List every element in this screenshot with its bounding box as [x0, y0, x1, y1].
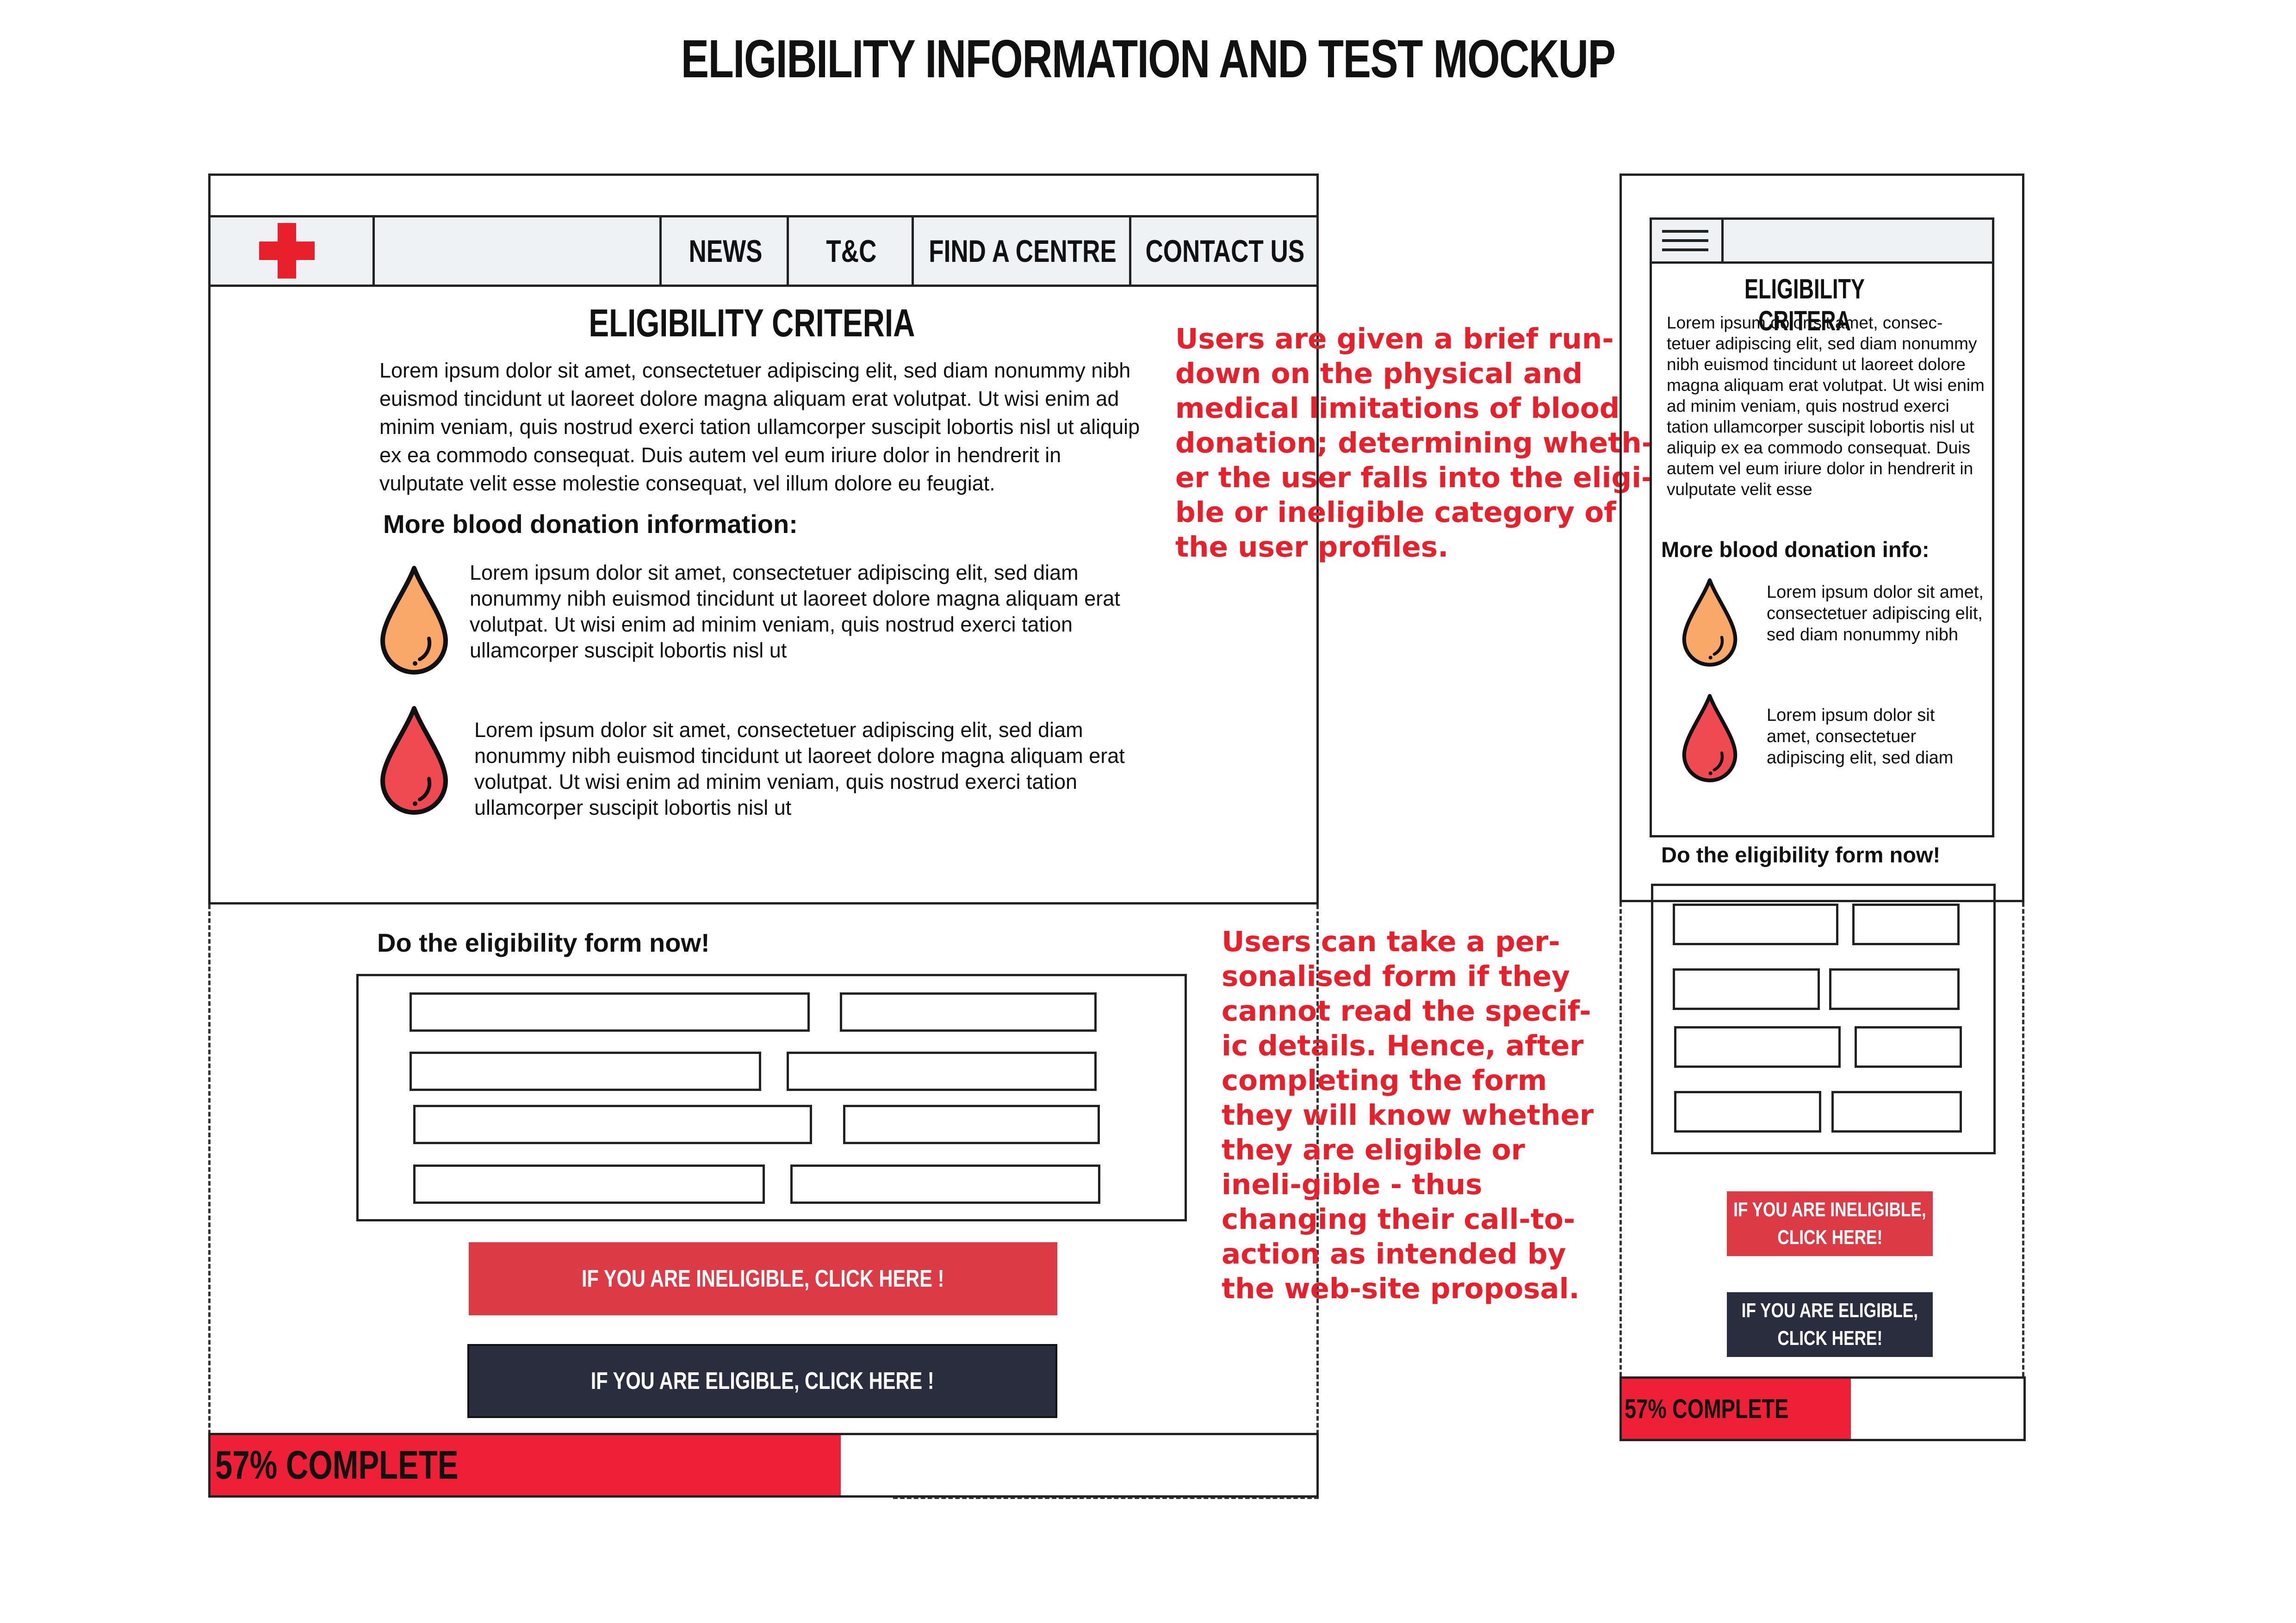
red-blood-drop-icon [1680, 692, 1740, 784]
annotation-bottom: Users can take a per-sonalised form if t… [1222, 925, 1594, 1305]
mobile-progress-bar: 57% COMPLETE [1620, 1376, 2026, 1441]
mobile-frame-dashed-left [1620, 902, 1622, 1411]
orange-blood-drop-icon [1680, 576, 1740, 669]
form-field[interactable] [790, 1165, 1100, 1204]
progress-fill [211, 1435, 841, 1495]
form-field[interactable] [1673, 968, 1820, 1010]
desktop-progress-bar: 57% COMPLETE [208, 1433, 1319, 1498]
nav-item-find-a-centre[interactable]: FIND A CENTRE [912, 217, 1131, 285]
intro-paragraph: Lorem ipsum dolor sit amet, consectetuer… [379, 359, 1140, 495]
page-title: ELIGIBILITY INFORMATION AND TEST MOCKUP [681, 29, 1616, 89]
desktop-mockup: NEWS T&C FIND A CENTRE CONTACT US ELIGIB… [208, 173, 1319, 1501]
red-blood-drop-icon [377, 705, 451, 816]
desktop-nav-bar: NEWS T&C FIND A CENTRE CONTACT US [208, 215, 1319, 287]
progress-fill [1622, 1379, 1851, 1439]
mobile-header-bar [1650, 217, 1994, 264]
mobile-eligibility-heading: ELIGIBILITY CRITERA [1744, 273, 1865, 336]
nav-spacer [372, 217, 662, 285]
form-field[interactable] [413, 1165, 765, 1204]
more-info-heading: More blood donation information: [383, 509, 798, 539]
progress-label: 57% COMPLETE [215, 1443, 459, 1487]
mobile-intro-paragraph: Lorem ipsum dolor sit amet, consec-tetue… [1667, 313, 1985, 499]
mobile-frame-dashed-right [2022, 902, 2024, 1411]
mobile-ineligible-button[interactable]: IF YOU ARE INELIGIBLE, CLICK HERE! [1727, 1191, 1933, 1256]
mobile-form-heading: Do the eligibility form now! [1661, 842, 1941, 867]
progress-label: 57% COMPLETE [1625, 1394, 1789, 1424]
info-item-text: Lorem ipsum dolor sit amet, consectetuer… [470, 561, 1120, 662]
form-field[interactable] [840, 992, 1097, 1032]
red-cross-logo[interactable] [211, 217, 375, 285]
nav-item-contact-us[interactable]: CONTACT US [1129, 217, 1319, 285]
nav-item-terms[interactable]: T&C [787, 217, 914, 285]
hamburger-menu-icon[interactable] [1652, 220, 1724, 261]
form-field[interactable] [410, 1052, 761, 1091]
eligibility-form [356, 974, 1187, 1221]
form-field[interactable] [1852, 904, 1960, 945]
form-field[interactable] [413, 1105, 812, 1144]
ineligible-button[interactable]: IF YOU ARE INELIGIBLE, CLICK HERE ! [469, 1242, 1057, 1315]
form-field[interactable] [843, 1105, 1100, 1144]
desktop-frame-dashed-left [208, 904, 211, 1497]
form-field[interactable] [1831, 1091, 1962, 1133]
eligibility-criteria-heading: ELIGIBILITY CRITERIA [589, 301, 915, 345]
desktop-frame [208, 173, 1319, 904]
mobile-more-info-heading: More blood donation info: [1661, 537, 1930, 562]
desktop-frame-dashed-right [1316, 904, 1319, 1497]
nav-item-news[interactable]: NEWS [659, 217, 789, 285]
info-item-text: Lorem ipsum dolor sit amet, consectetuer… [474, 718, 1125, 819]
orange-blood-drop-icon [377, 564, 451, 675]
eligible-button[interactable]: IF YOU ARE ELIGIBLE, CLICK HERE ! [467, 1344, 1057, 1418]
mobile-eligible-button[interactable]: IF YOU ARE ELIGIBLE, CLICK HERE! [1727, 1292, 1933, 1357]
form-field[interactable] [1855, 1026, 1962, 1068]
form-field[interactable] [1674, 1026, 1841, 1068]
form-field[interactable] [1673, 904, 1838, 945]
form-field[interactable] [1829, 968, 1960, 1010]
mobile-info-item-text: Lorem ipsum dolor sit amet, consectetuer… [1767, 582, 1984, 644]
mobile-mockup: ELIGIBILITY CRITERA Lorem ipsum dolor si… [1620, 173, 2027, 1441]
mobile-frame [1620, 173, 2024, 902]
annotation-top: Users are given a brief run-down on the … [1175, 322, 1654, 564]
desktop-frame-dashed-bottom [893, 1497, 1319, 1499]
form-heading: Do the eligibility form now! [377, 928, 710, 957]
mobile-info-item-text: Lorem ipsum dolor sit amet, consectetuer… [1767, 706, 1954, 768]
form-field[interactable] [410, 992, 810, 1032]
form-field[interactable] [787, 1052, 1097, 1091]
mobile-eligibility-form [1651, 884, 1996, 1154]
form-field[interactable] [1674, 1091, 1821, 1133]
